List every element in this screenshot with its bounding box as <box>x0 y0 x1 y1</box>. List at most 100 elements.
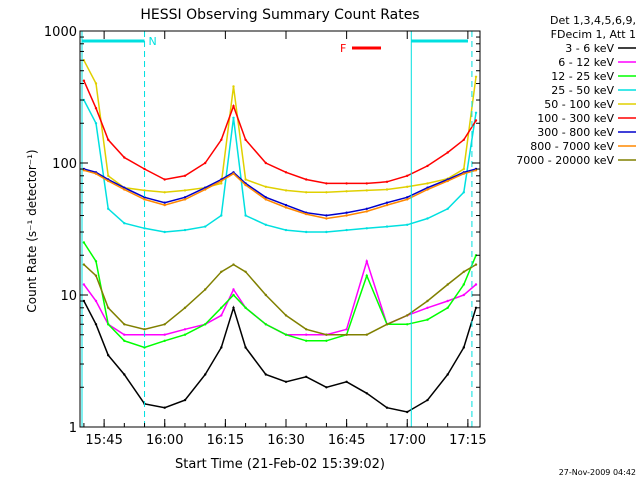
data-point <box>325 339 328 342</box>
series-line-2 <box>83 242 477 349</box>
legend-label: 12 - 25 keV <box>551 70 614 83</box>
series-line-1 <box>83 258 477 336</box>
data-point <box>474 75 478 79</box>
x-tick-label: 16:45 <box>328 433 365 448</box>
data-point <box>204 288 207 291</box>
footer-date: 27-Nov-2009 04:42 <box>559 468 636 477</box>
data-point <box>123 186 126 189</box>
data-point <box>305 191 308 194</box>
data-point <box>446 306 449 309</box>
x-tick-label: 16:30 <box>267 433 304 448</box>
y-tick-label: 1 <box>69 421 77 436</box>
data-point <box>325 191 328 194</box>
data-point <box>94 172 98 175</box>
data-point <box>220 306 223 309</box>
data-point <box>123 156 126 159</box>
data-point <box>220 179 223 183</box>
data-point <box>462 138 465 141</box>
data-point <box>244 178 247 181</box>
data-point <box>143 196 146 199</box>
data-point <box>446 283 449 286</box>
data-point <box>426 306 429 309</box>
data-point <box>325 182 328 185</box>
data-point <box>143 198 146 201</box>
data-point <box>426 398 429 402</box>
data-point <box>365 189 368 192</box>
data-point <box>365 182 368 185</box>
data-point <box>163 230 166 234</box>
data-point <box>94 260 98 263</box>
data-point <box>183 196 187 199</box>
data-point <box>143 346 146 349</box>
data-point <box>232 104 235 108</box>
data-point <box>385 225 389 228</box>
data-point <box>204 188 207 191</box>
data-point <box>123 333 126 336</box>
data-point <box>183 189 187 192</box>
series-line-7 <box>83 169 477 220</box>
data-point <box>426 188 429 191</box>
legend-label: 300 - 800 keV <box>537 126 614 139</box>
data-point <box>107 323 110 326</box>
series-line-6 <box>83 168 477 217</box>
data-point <box>365 207 368 210</box>
data-point <box>345 190 348 193</box>
data-point <box>264 293 267 297</box>
data-point <box>406 198 409 201</box>
x-axis-label: Start Time (21-Feb-02 15:39:02) <box>175 457 385 472</box>
data-point <box>446 299 449 303</box>
data-point <box>446 373 449 376</box>
data-point <box>345 211 348 214</box>
data-point <box>220 346 223 349</box>
data-point <box>107 354 110 357</box>
data-point <box>426 186 429 189</box>
data-point <box>107 306 110 309</box>
data-point <box>365 260 368 263</box>
data-point <box>82 283 86 286</box>
data-point <box>385 180 389 183</box>
data-point <box>232 85 235 88</box>
data-point <box>183 174 187 177</box>
data-point <box>183 306 187 309</box>
data-point <box>365 227 368 230</box>
series-line-3 <box>83 99 477 233</box>
data-point <box>474 111 478 115</box>
data-point <box>163 339 166 342</box>
data-point <box>345 328 348 331</box>
x-tick-label: 17:15 <box>449 433 486 448</box>
data-point <box>232 263 235 266</box>
data-point <box>107 207 110 210</box>
data-point <box>123 188 126 191</box>
data-point <box>284 314 288 317</box>
data-point <box>406 314 409 317</box>
y-tick-label: 100 <box>52 157 77 172</box>
x-tick-label: 17:00 <box>389 433 426 448</box>
x-tick-label: 16:00 <box>146 433 183 448</box>
data-point <box>325 386 328 389</box>
data-point <box>220 214 223 217</box>
data-point <box>426 299 429 303</box>
data-point <box>123 323 126 326</box>
data-point <box>82 79 86 82</box>
data-point <box>365 333 368 336</box>
data-point <box>143 227 146 230</box>
data-point <box>244 138 247 141</box>
data-point <box>305 230 308 234</box>
data-point <box>305 339 308 342</box>
legend-header-line-2: FDecim 1, Att 1 <box>551 28 636 41</box>
data-point <box>406 323 409 326</box>
data-point <box>385 323 389 326</box>
data-point <box>345 228 348 232</box>
data-point <box>365 210 368 213</box>
data-point <box>264 161 267 165</box>
data-point <box>163 406 166 409</box>
data-point <box>183 198 187 201</box>
y-tick-label: 10 <box>60 289 77 304</box>
data-point <box>284 189 288 192</box>
data-point <box>244 346 247 349</box>
data-point <box>305 375 308 378</box>
data-point <box>220 138 223 141</box>
data-point <box>345 214 348 217</box>
data-point <box>107 179 110 183</box>
data-point <box>462 167 465 171</box>
